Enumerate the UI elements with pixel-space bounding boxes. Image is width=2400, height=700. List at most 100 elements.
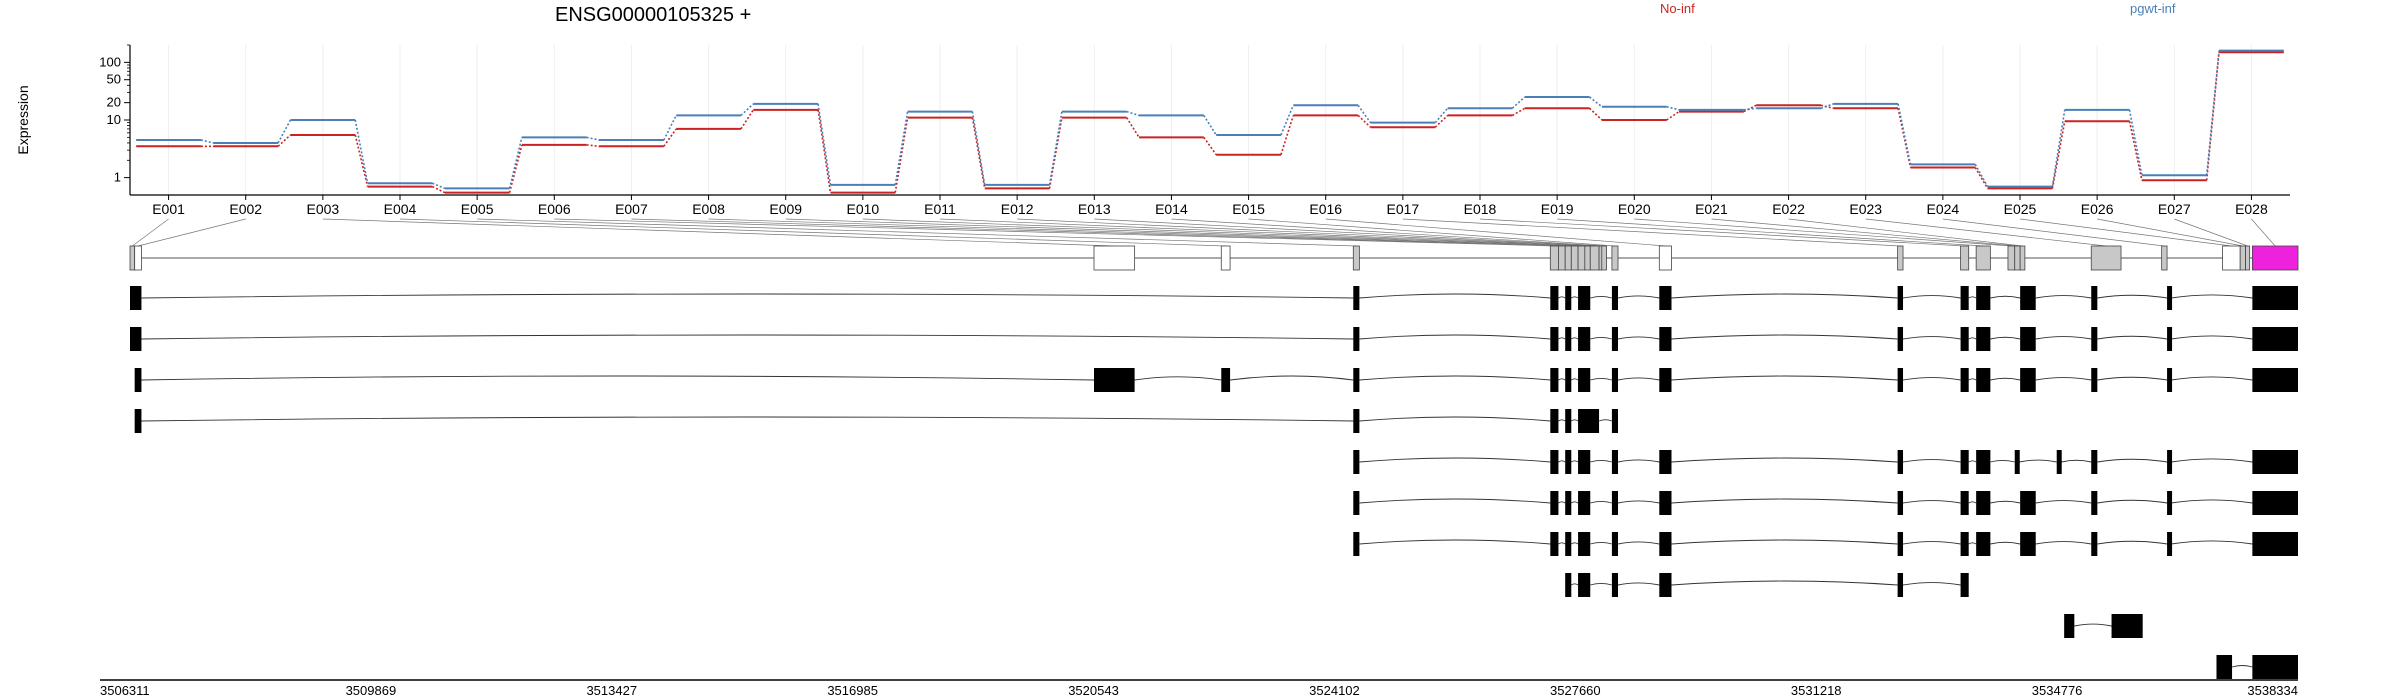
intron-arc (2097, 458, 2168, 463)
transcript-exon (1897, 450, 1904, 474)
exon-bin-e024 (2161, 245, 2168, 271)
x-tick-label: E002 (229, 201, 262, 217)
transcript-exon (1550, 327, 1559, 351)
transcript-exon (1960, 286, 1969, 310)
transcript-7 (1353, 532, 2298, 556)
transcript-exon (1565, 327, 1572, 351)
intron-arc (1617, 295, 1660, 299)
x-tick-label: E006 (538, 201, 571, 217)
series-connector (1666, 105, 1680, 111)
x-tick-label: E016 (1309, 201, 1342, 217)
intron-arc (141, 375, 1095, 381)
x-tick-label: E015 (1232, 201, 1265, 217)
intron-arc (1968, 296, 1977, 299)
transcript-exon (2014, 450, 2020, 474)
transcript-exon (1353, 327, 1360, 351)
intron-arc (1990, 500, 2021, 504)
transcript-exon (1897, 286, 1904, 310)
intron-arc (1571, 460, 1579, 463)
intron-arc (2171, 458, 2253, 463)
x-tick-label: E019 (1541, 201, 1574, 217)
exon-bin-e018 (1960, 245, 1970, 271)
y-tick-label: 10 (107, 112, 121, 127)
transcript-exon (1565, 491, 1572, 515)
exon-bin-e005 (1352, 245, 1360, 271)
transcript-1 (130, 286, 2298, 310)
transcript-exon (1353, 409, 1360, 433)
intron-arc (1590, 337, 1613, 340)
transcript-exon (1221, 368, 1231, 392)
intron-arc (1968, 378, 1977, 381)
transcript-exon (1611, 368, 1619, 392)
intron-arc (1590, 378, 1613, 381)
intron-arc (2171, 499, 2253, 504)
series-connector (1434, 107, 1449, 124)
transcript-exon (1659, 450, 1672, 474)
transcript-exon (1353, 286, 1360, 310)
exon-bin-e006 (1549, 245, 1559, 271)
series-connector (1897, 108, 1912, 168)
transcript-exon (1897, 491, 1904, 515)
series-layer (136, 49, 2284, 194)
intron-arc (1671, 334, 1898, 340)
genomic-tick-label: 3513427 (586, 683, 637, 698)
series-connector (1974, 167, 1989, 189)
exon-connector-line (399, 218, 1226, 247)
transcript-exon (1976, 450, 1991, 474)
intron-arc (2171, 335, 2253, 340)
transcript-exon (2252, 655, 2298, 679)
y-tick-label: 1 (114, 170, 121, 185)
merged-exon-model (129, 245, 2299, 271)
intron-arc (1571, 542, 1579, 545)
intron-arc (2231, 665, 2253, 668)
x-tick-label: E003 (307, 201, 340, 217)
exon-connector-line (1788, 218, 2023, 247)
series-connector (586, 144, 600, 148)
x-tick-label: E008 (692, 201, 725, 217)
transcript-exon (1550, 450, 1559, 474)
intron-arc (1617, 459, 1660, 463)
intron-arc (1571, 378, 1579, 381)
gene-model-layer (129, 245, 2299, 679)
series-connector (432, 185, 446, 194)
intron-arc (1902, 459, 1961, 463)
transcript-exon (1578, 409, 1600, 433)
transcript-exon (1659, 532, 1672, 556)
transcript-exon (1353, 532, 1360, 556)
intron-arc (1590, 501, 1613, 504)
transcript-exon (1960, 491, 1969, 515)
x-tick-label: E010 (847, 201, 880, 217)
series-connector (740, 103, 754, 117)
exon-connector-line (2251, 218, 2276, 247)
transcript-exon (1897, 327, 1904, 351)
series-connector (1434, 114, 1449, 128)
genomic-tick-label: 3516985 (827, 683, 878, 698)
exon-bin-e012 (1589, 245, 1600, 271)
exon-bin-e017 (1897, 245, 1904, 271)
series-connector (508, 144, 523, 193)
transcript-exon (1578, 573, 1591, 597)
transcript-exon (2020, 286, 2036, 310)
y-tick-label: 100 (99, 54, 121, 69)
genomic-tick-label: 3509869 (346, 683, 397, 698)
transcript-exon (2056, 450, 2062, 474)
transcript-exon (2064, 614, 2075, 638)
series-connector (1743, 104, 1757, 113)
exon-connector-line (322, 218, 1115, 247)
exon-connector-line (1171, 218, 1605, 247)
transcript-exon (1960, 532, 1969, 556)
intron-arc (2035, 541, 2092, 545)
intron-arc (1671, 293, 1898, 299)
intron-arc (2171, 540, 2253, 545)
intron-arc (2035, 336, 2092, 340)
intron-arc (2097, 294, 2168, 299)
series-connector (1203, 115, 1217, 136)
exon-connector-line (1634, 218, 2012, 247)
intron-arc (1571, 419, 1579, 422)
transcript-exon (1550, 491, 1559, 515)
series-connector (1126, 110, 1140, 117)
transcript-exon (1578, 368, 1591, 392)
x-tick-label: E017 (1387, 201, 1420, 217)
intron-arc (1990, 459, 2015, 463)
intron-arc (141, 293, 1354, 299)
